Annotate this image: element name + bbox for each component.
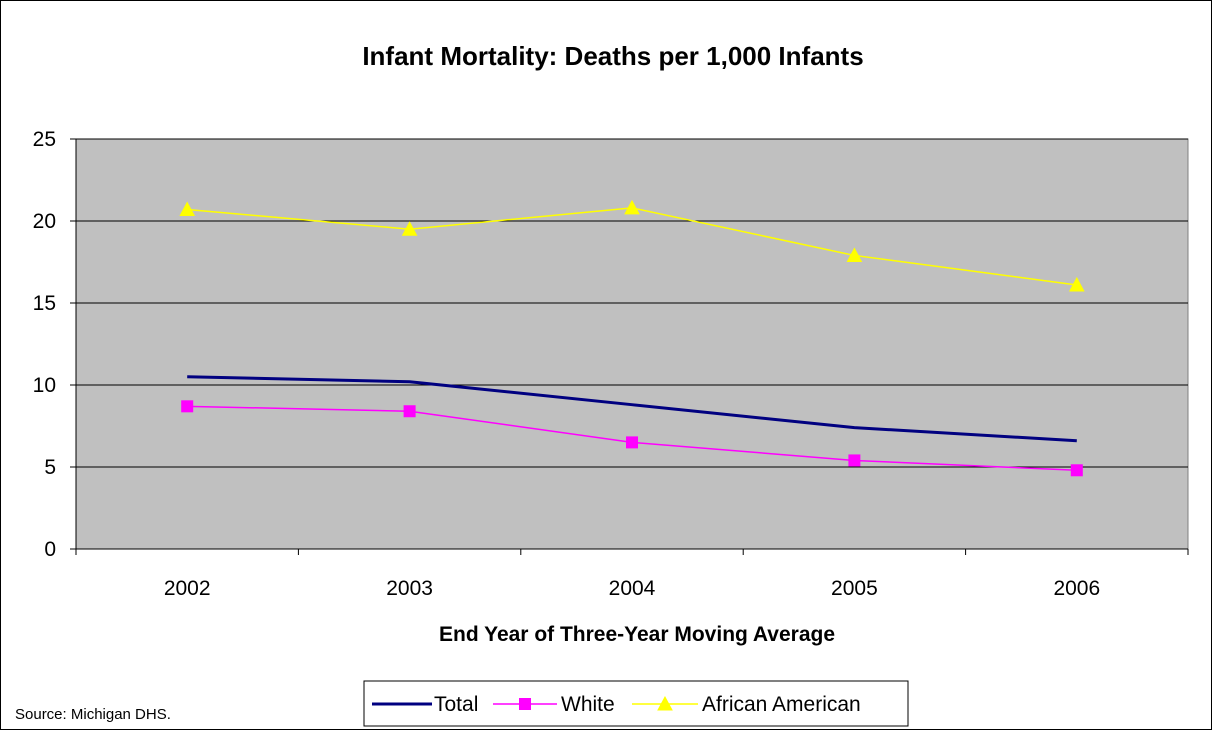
x-tick-label: 2005 bbox=[831, 577, 878, 600]
legend: Total White African American bbox=[363, 680, 909, 727]
y-tick-label: 20 bbox=[33, 210, 56, 233]
series-layer bbox=[179, 199, 1085, 477]
chart-title: Infant Mortality: Deaths per 1,000 Infan… bbox=[362, 41, 863, 71]
x-tick-label: 2004 bbox=[609, 577, 656, 600]
series-total bbox=[187, 375, 1077, 443]
data-point-african-american bbox=[179, 201, 196, 217]
series-white bbox=[181, 400, 1083, 477]
data-point-white bbox=[626, 436, 638, 449]
x-tick-label: 2003 bbox=[386, 577, 433, 600]
y-tick-label: 15 bbox=[33, 292, 56, 315]
legend-swatch-marker bbox=[519, 698, 531, 710]
legend-item-total: Total bbox=[372, 693, 478, 716]
legend-items: Total White African American bbox=[372, 693, 861, 716]
x-axis-title: End Year of Three-Year Moving Average bbox=[439, 623, 835, 646]
data-point-african-american bbox=[1068, 276, 1085, 292]
series-african-american bbox=[179, 199, 1085, 292]
source-note: Source: Michigan DHS. bbox=[15, 706, 171, 723]
y-axis: 0 5 10 15 20 25 bbox=[33, 128, 77, 561]
data-point-african-american bbox=[624, 199, 640, 215]
y-tick-label: 0 bbox=[44, 538, 56, 561]
legend-swatch-marker bbox=[657, 695, 673, 711]
legend-item-african-american: African American bbox=[632, 693, 861, 716]
data-point-white bbox=[403, 405, 416, 418]
series-line-total bbox=[187, 375, 1077, 443]
y-tick-label: 25 bbox=[33, 128, 56, 151]
y-tick-label: 5 bbox=[44, 456, 56, 479]
data-point-white bbox=[1070, 464, 1083, 477]
legend-label: White bbox=[561, 693, 615, 716]
data-point-white bbox=[848, 454, 861, 467]
data-point-african-american bbox=[846, 247, 863, 262]
y-tick-label: 10 bbox=[33, 374, 56, 397]
x-tick-label: 2002 bbox=[164, 577, 211, 600]
legend-item-white: White bbox=[493, 693, 615, 716]
legend-label: African American bbox=[702, 693, 861, 716]
x-tick-label: 2006 bbox=[1053, 577, 1100, 600]
data-point-white bbox=[181, 400, 194, 413]
x-axis: 2002 2003 2004 2005 2006 bbox=[75, 548, 1189, 600]
legend-label: Total bbox=[434, 693, 478, 716]
data-point-african-american bbox=[401, 221, 418, 236]
